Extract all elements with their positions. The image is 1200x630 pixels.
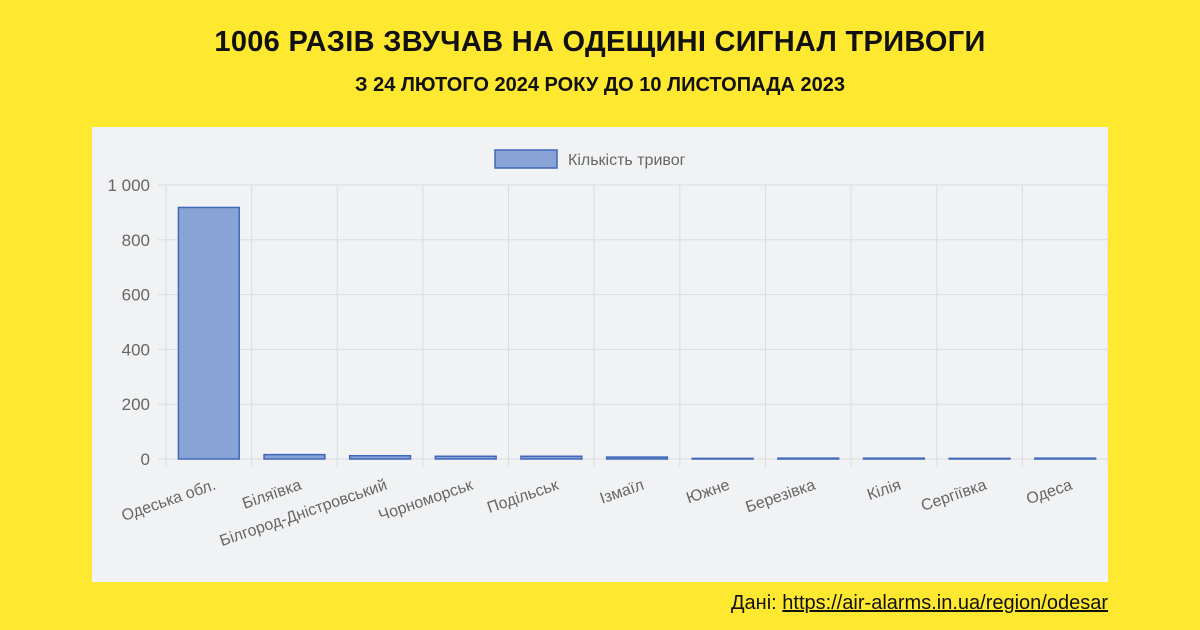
bar xyxy=(691,457,754,460)
y-tick-label: 1 000 xyxy=(107,176,150,195)
y-tick-label: 400 xyxy=(122,340,150,359)
bar xyxy=(605,456,669,460)
x-tick-label: Одеська обл. xyxy=(119,477,218,525)
bar xyxy=(348,454,412,460)
x-tick-label: Ізмаїл xyxy=(598,477,647,508)
x-tick-label: Білгород-Дністровський xyxy=(218,477,390,550)
y-tick-label: 800 xyxy=(122,231,150,250)
y-tick-label: 200 xyxy=(122,395,150,414)
source-label: Дані: xyxy=(731,592,777,614)
x-tick-label: Березівка xyxy=(744,477,818,517)
y-tick-label: 600 xyxy=(122,286,150,305)
x-tick-label: Кілія xyxy=(865,477,903,504)
y-tick-label: 0 xyxy=(141,450,150,469)
x-tick-label: Сергіївка xyxy=(919,477,989,515)
bar xyxy=(263,453,326,460)
x-tick-label: Подільськ xyxy=(485,476,561,516)
bar xyxy=(177,206,240,460)
bar xyxy=(1034,457,1097,460)
x-tick-label: Южне xyxy=(684,477,732,508)
legend-label: Кількість тривог xyxy=(568,152,686,169)
bar xyxy=(777,457,840,460)
bar xyxy=(434,455,497,460)
source-line: Дані: https://air-alarms.in.ua/region/od… xyxy=(731,592,1108,615)
legend-swatch xyxy=(494,149,558,169)
chart-panel: 0 200 400 600 800 1 000 Одеська обл. Біляївка Бі… xyxy=(92,127,1108,582)
source-link[interactable]: https://air-alarms.in.ua/region/odesar xyxy=(782,592,1108,614)
x-tick-label: Одеса xyxy=(1024,477,1074,508)
x-tick-label: Чорноморськ xyxy=(377,476,476,524)
bar xyxy=(862,457,926,460)
chart-title: 1006 РАЗІВ ЗВУЧАВ НА ОДЕЩИНІ СИГНАЛ ТРИВ… xyxy=(214,26,986,58)
bar xyxy=(948,457,1011,460)
bar xyxy=(520,455,583,460)
chart-subtitle: З 24 ЛЮТОГО 2024 РОКУ ДО 10 ЛИСТОПАДА 20… xyxy=(355,74,845,96)
